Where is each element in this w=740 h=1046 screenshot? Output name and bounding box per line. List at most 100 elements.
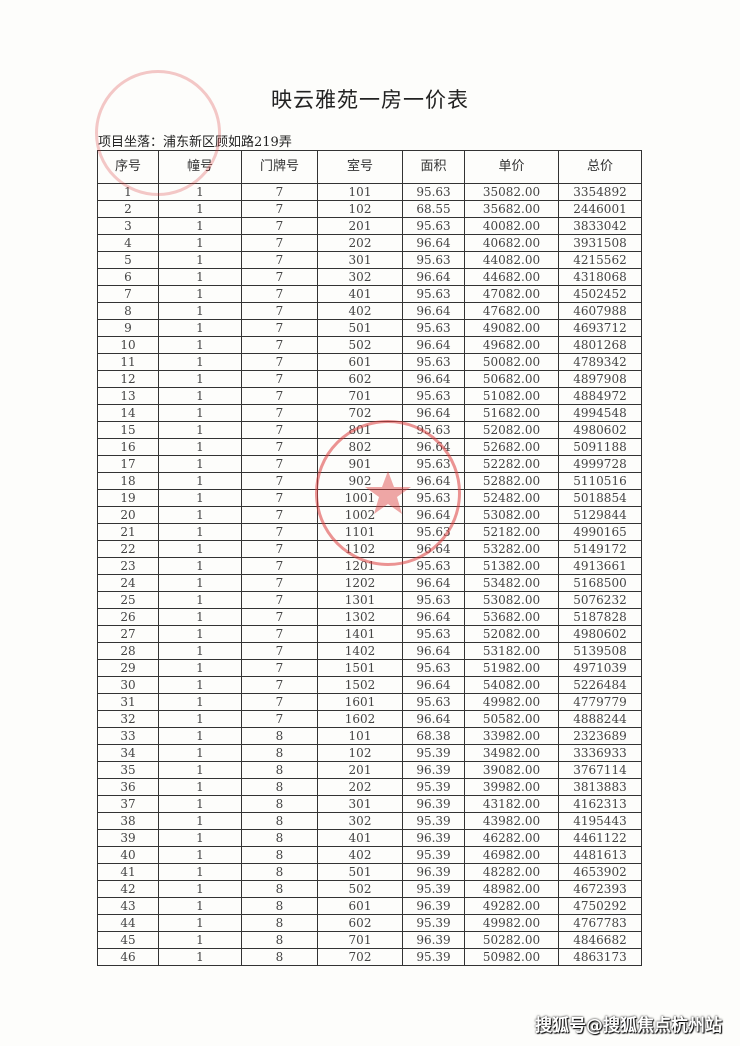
table-cell: 1101 xyxy=(317,523,403,541)
table-cell: 8 xyxy=(97,302,159,320)
table-cell: 95.63 xyxy=(402,387,465,405)
table-row: 1 1 7 101 95.63 35082.00 3354892 xyxy=(97,183,642,201)
table-cell: 95.63 xyxy=(402,251,465,269)
col-header: 幢号 xyxy=(158,150,242,184)
table-cell: 4767783 xyxy=(558,914,642,932)
table-cell: 901 xyxy=(317,455,403,473)
table-cell: 1 xyxy=(158,642,242,660)
table-cell: 401 xyxy=(317,829,403,847)
table-cell: 95.63 xyxy=(402,217,465,235)
table-cell: 1 xyxy=(158,676,242,694)
table-cell: 601 xyxy=(317,897,403,915)
table-row: 21 1 7 1101 95.63 52182.00 4990165 xyxy=(97,523,642,541)
table-cell: 1601 xyxy=(317,693,403,711)
table-row: 26 1 7 1302 96.64 53682.00 5187828 xyxy=(97,608,642,626)
table-cell: 7 xyxy=(241,455,318,473)
table-cell: 8 xyxy=(241,795,318,813)
table-cell: 8 xyxy=(241,829,318,847)
table-cell: 8 xyxy=(241,931,318,949)
table-cell: 202 xyxy=(317,778,403,796)
table-cell: 101 xyxy=(317,183,403,201)
table-cell: 53082.00 xyxy=(464,591,559,609)
table-row: 5 1 7 301 95.63 44082.00 4215562 xyxy=(97,251,642,269)
table-cell: 39082.00 xyxy=(464,761,559,779)
table-cell: 7 xyxy=(241,574,318,592)
table-row: 6 1 7 302 96.64 44682.00 4318068 xyxy=(97,268,642,286)
table-cell: 801 xyxy=(317,421,403,439)
table-cell: 95.39 xyxy=(402,914,465,932)
table-cell: 40 xyxy=(97,846,159,864)
table-cell: 5 xyxy=(97,251,159,269)
table-cell: 301 xyxy=(317,795,403,813)
table-cell: 7 xyxy=(241,489,318,507)
table-cell: 7 xyxy=(241,591,318,609)
table-cell: 1001 xyxy=(317,489,403,507)
table-row: 45 1 8 701 96.39 50282.00 4846682 xyxy=(97,931,642,949)
table-cell: 4162313 xyxy=(558,795,642,813)
table-row: 23 1 7 1201 95.63 51382.00 4913661 xyxy=(97,557,642,575)
table-cell: 49982.00 xyxy=(464,914,559,932)
table-cell: 5091188 xyxy=(558,438,642,456)
table-cell: 49982.00 xyxy=(464,693,559,711)
table-cell: 95.63 xyxy=(402,489,465,507)
table-cell: 1 xyxy=(158,268,242,286)
table-cell: 7 xyxy=(241,353,318,371)
table-cell: 5110516 xyxy=(558,472,642,490)
table-cell: 53482.00 xyxy=(464,574,559,592)
table-cell: 38 xyxy=(97,812,159,830)
table-cell: 96.64 xyxy=(402,472,465,490)
table-cell: 7 xyxy=(241,370,318,388)
table-row: 38 1 8 302 95.39 43982.00 4195443 xyxy=(97,812,642,830)
table-cell: 7 xyxy=(241,234,318,252)
table-row: 46 1 8 702 95.39 50982.00 4863173 xyxy=(97,948,642,966)
table-cell: 1 xyxy=(158,319,242,337)
table-cell: 1 xyxy=(97,183,159,201)
table-cell: 95.63 xyxy=(402,557,465,575)
table-row: 19 1 7 1001 95.63 52482.00 5018854 xyxy=(97,489,642,507)
table-cell: 34982.00 xyxy=(464,744,559,762)
table-cell: 1401 xyxy=(317,625,403,643)
table-cell: 95.39 xyxy=(402,778,465,796)
table-cell: 7 xyxy=(241,319,318,337)
table-cell: 5139508 xyxy=(558,642,642,660)
table-cell: 5187828 xyxy=(558,608,642,626)
table-cell: 48982.00 xyxy=(464,880,559,898)
table-cell: 302 xyxy=(317,812,403,830)
table-cell: 5168500 xyxy=(558,574,642,592)
table-cell: 7 xyxy=(241,676,318,694)
table-cell: 95.63 xyxy=(402,421,465,439)
price-table: 序号 幢号 门牌号 室号 面积 单价 总价 1 1 7 101 95.63 35082.0… xyxy=(97,150,642,966)
table-cell: 5076232 xyxy=(558,591,642,609)
table-cell: 96.64 xyxy=(402,608,465,626)
table-row: 2 1 7 102 68.55 35682.00 2446001 xyxy=(97,200,642,218)
table-cell: 4481613 xyxy=(558,846,642,864)
table-cell: 47682.00 xyxy=(464,302,559,320)
table-cell: 41 xyxy=(97,863,159,881)
table-cell: 1 xyxy=(158,523,242,541)
table-row: 29 1 7 1501 95.63 51982.00 4971039 xyxy=(97,659,642,677)
table-cell: 53182.00 xyxy=(464,642,559,660)
table-cell: 301 xyxy=(317,251,403,269)
table-cell: 8 xyxy=(241,863,318,881)
table-cell: 4884972 xyxy=(558,387,642,405)
table-cell: 7 xyxy=(241,642,318,660)
table-row: 32 1 7 1602 96.64 50582.00 4888244 xyxy=(97,710,642,728)
table-cell: 8 xyxy=(241,727,318,745)
table-cell: 1301 xyxy=(317,591,403,609)
table-cell: 96.64 xyxy=(402,710,465,728)
table-cell: 96.64 xyxy=(402,642,465,660)
table-cell: 52182.00 xyxy=(464,523,559,541)
table-cell: 7 xyxy=(241,421,318,439)
table-cell: 4999728 xyxy=(558,455,642,473)
table-cell: 39982.00 xyxy=(464,778,559,796)
table-cell: 1 xyxy=(158,455,242,473)
table-cell: 102 xyxy=(317,744,403,762)
table-cell: 8 xyxy=(241,761,318,779)
table-cell: 902 xyxy=(317,472,403,490)
table-cell: 30 xyxy=(97,676,159,694)
table-cell: 702 xyxy=(317,404,403,422)
table-cell: 14 xyxy=(97,404,159,422)
table-cell: 32 xyxy=(97,710,159,728)
table-cell: 501 xyxy=(317,863,403,881)
table-cell: 8 xyxy=(241,846,318,864)
